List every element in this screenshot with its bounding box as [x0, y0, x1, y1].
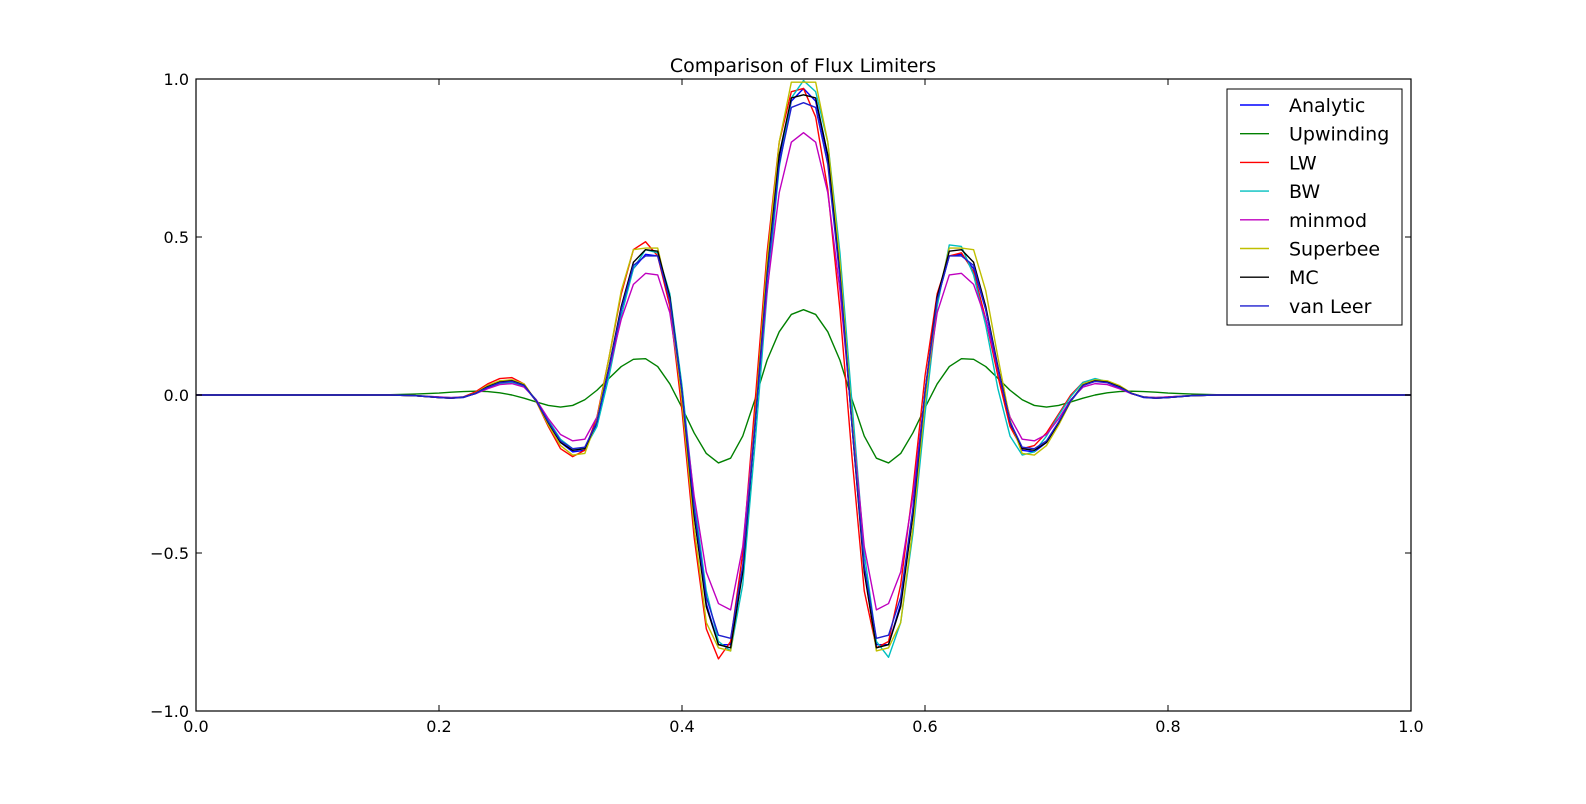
x-tick-label: 0.4	[669, 717, 694, 736]
legend-label-superbee: Superbee	[1289, 239, 1380, 261]
y-axis: −1.0 −0.5 0.0 0.5 1.0	[150, 70, 1411, 721]
legend-label-analytic: Analytic	[1289, 95, 1365, 117]
x-tick-label: 0.0	[183, 717, 208, 736]
chart-title: Comparison of Flux Limiters	[670, 55, 936, 77]
legend-label-bw: BW	[1289, 181, 1320, 203]
legend-box	[1226, 88, 1403, 326]
legend-label-van-leer: van Leer	[1289, 296, 1372, 318]
legend-label-upwinding: Upwinding	[1289, 124, 1389, 146]
series-layer	[196, 79, 1411, 660]
y-tick-label: 1.0	[164, 70, 189, 89]
legend-label-lw: LW	[1289, 152, 1317, 174]
x-tick-label: 0.6	[912, 717, 937, 736]
y-tick-label: 0.0	[164, 386, 189, 405]
legend-label-minmod: minmod	[1289, 210, 1367, 232]
y-tick-label: −1.0	[150, 702, 189, 721]
legend-label-mc: MC	[1289, 267, 1319, 289]
x-tick-label: 1.0	[1398, 717, 1423, 736]
series-line-van-leer	[196, 102, 1411, 640]
legend: Analytic Upwinding LW BW minmod Superbee MC van…	[1226, 88, 1403, 326]
x-axis: 0.0 0.2 0.4 0.6 0.8 1.0	[183, 79, 1424, 736]
y-tick-label: −0.5	[150, 544, 189, 563]
x-tick-label: 0.2	[426, 717, 451, 736]
x-tick-label: 0.8	[1155, 717, 1180, 736]
y-tick-label: 0.5	[164, 228, 189, 247]
series-line-upwinding	[196, 308, 1411, 464]
